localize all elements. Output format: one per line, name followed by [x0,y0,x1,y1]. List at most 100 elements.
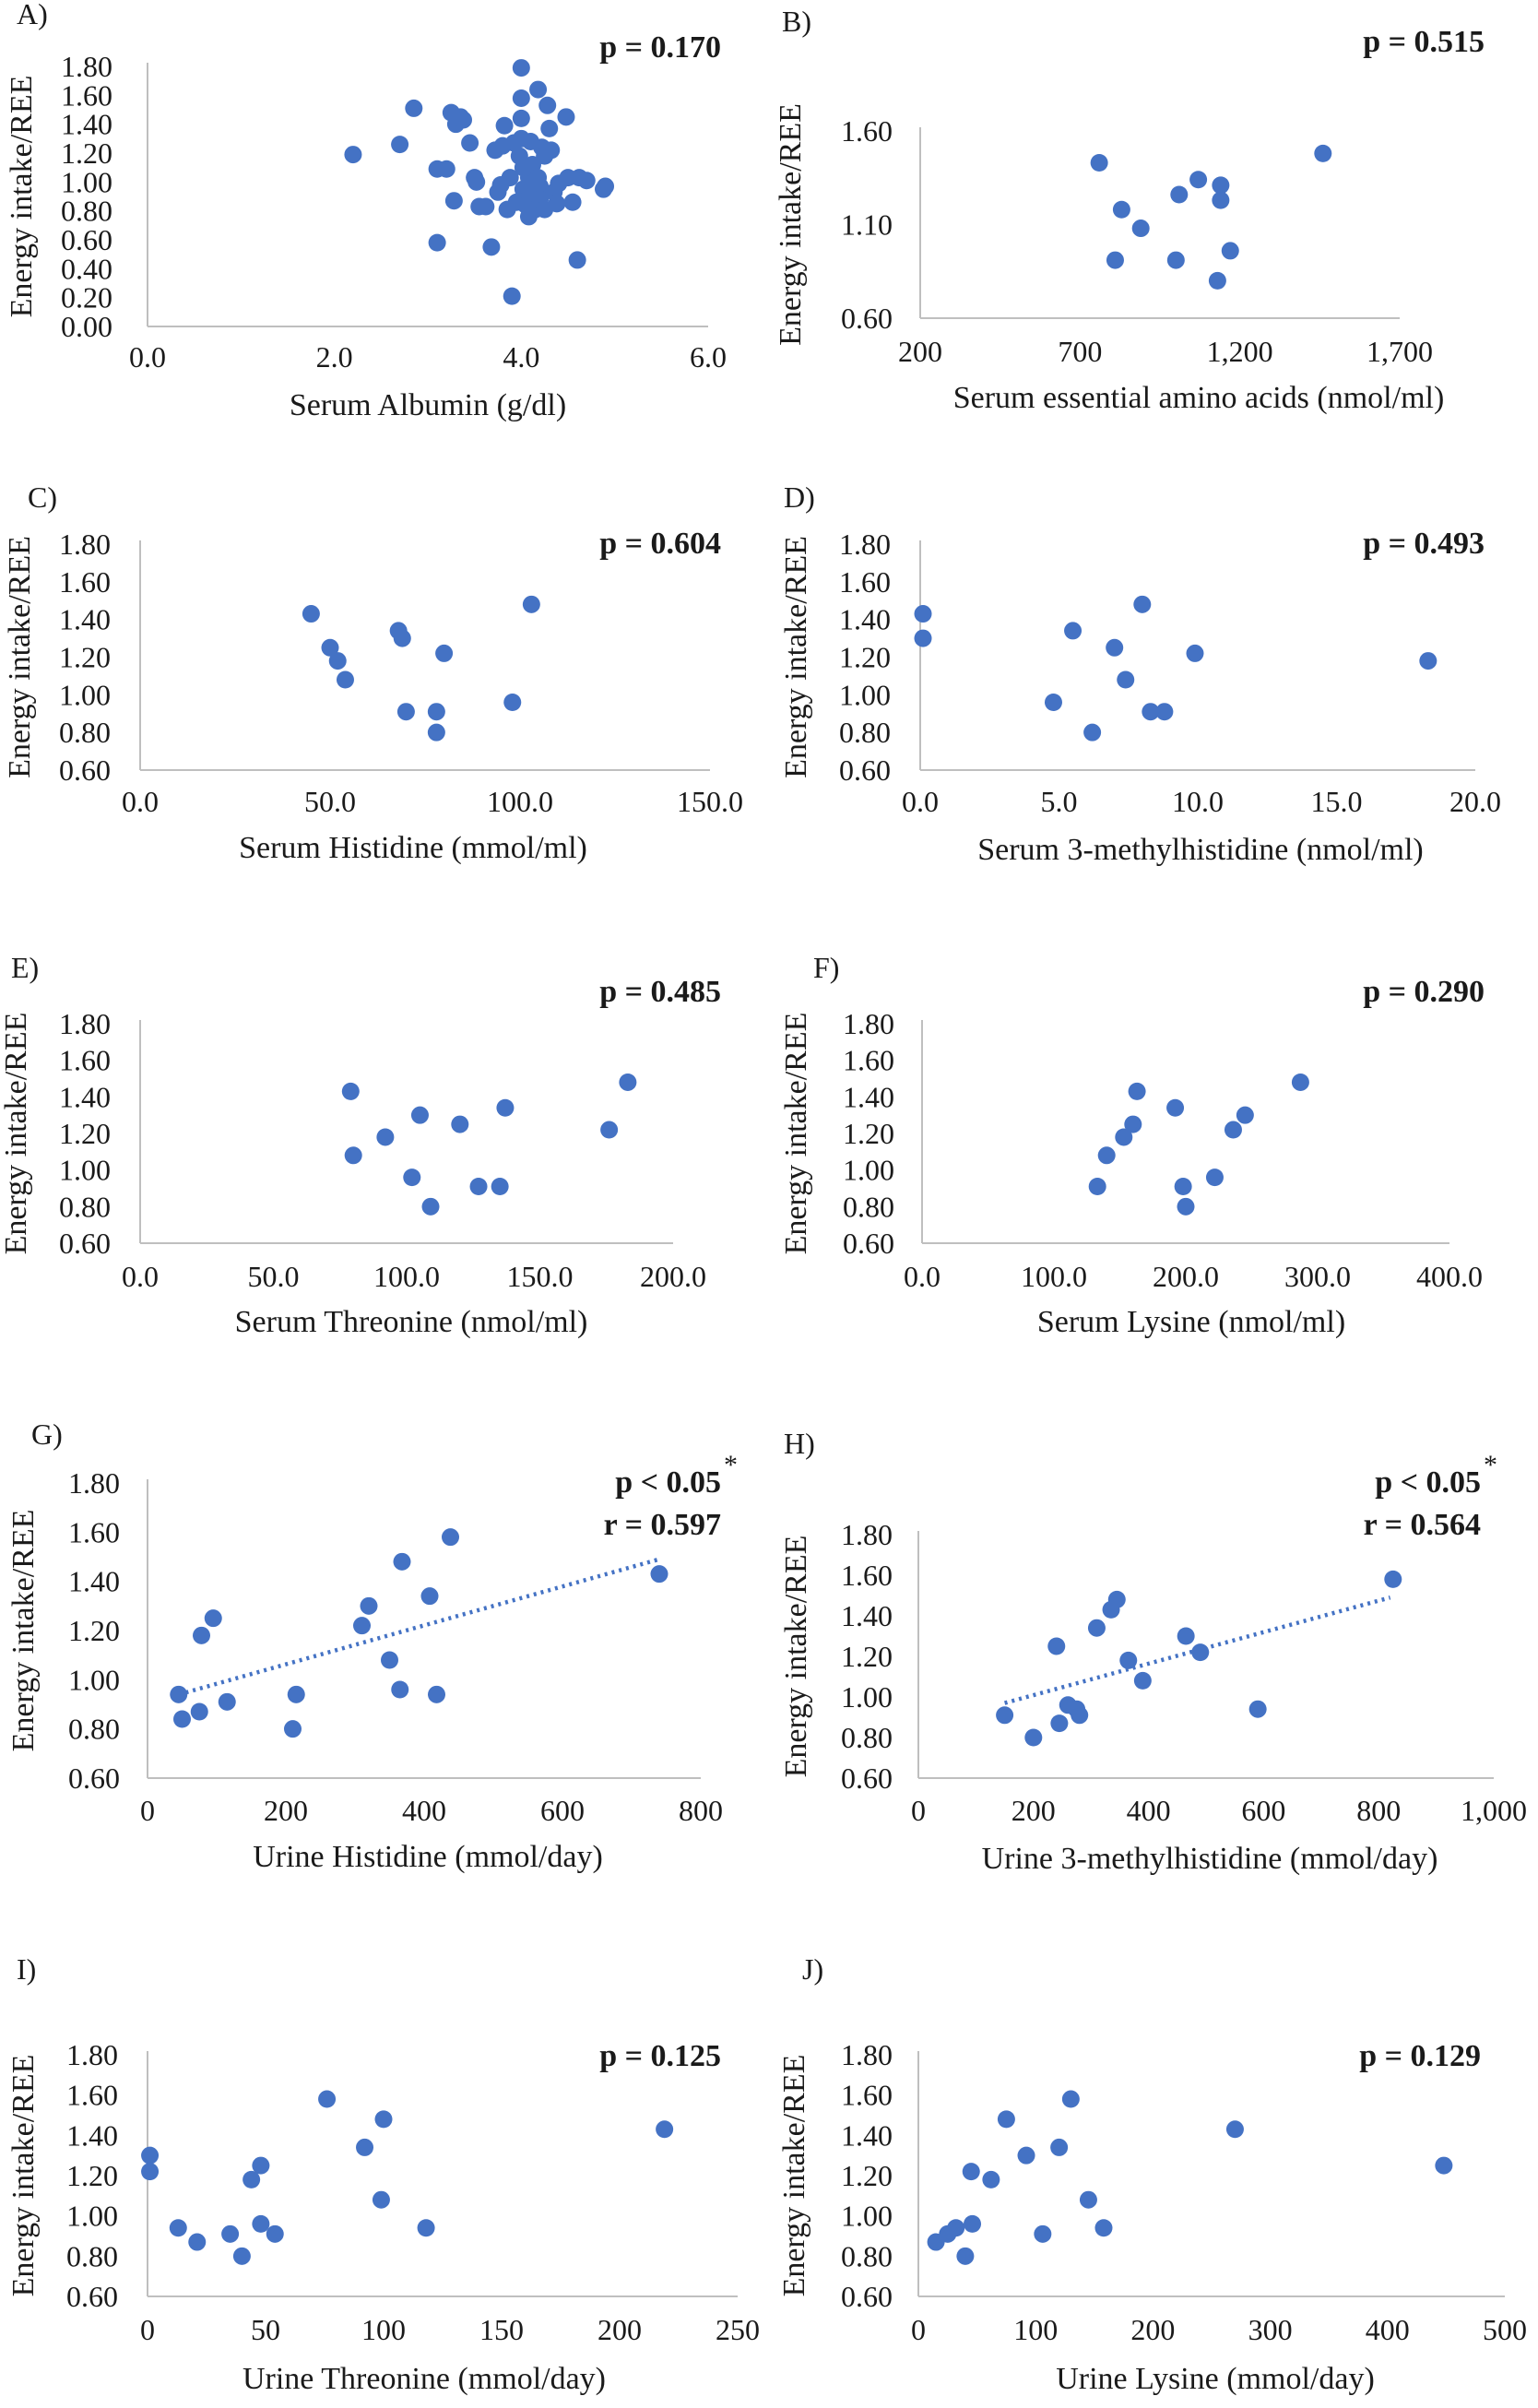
panel-a: A) 0.000.200.400.600.801.001.201.401.601.… [5,0,727,422]
data-point [221,2224,240,2243]
data-point [173,1710,191,1728]
y-tick-label: 1.20 [59,1117,111,1150]
y-tick-label: 1.40 [839,603,891,636]
y-tick-label: 1.20 [841,1640,893,1673]
data-point [1225,2120,1244,2139]
data-point [360,1596,378,1615]
data-point [467,172,486,191]
panel-label: D) [784,480,815,514]
y-tick-label: 1.60 [841,2079,893,2112]
y-tick-label: 1.80 [841,1518,893,1551]
data-point [1131,219,1150,238]
y-tick-label: 0.80 [59,1190,111,1223]
data-point [1224,1121,1242,1139]
x-tick-label: 4.0 [503,340,539,374]
data-point [1050,2138,1069,2156]
x-tick-label: 200 [264,1794,308,1827]
y-tick-label: 1.60 [843,1044,894,1077]
y-tick-label: 0.40 [61,252,112,285]
y-tick-label: 1.80 [66,2038,118,2071]
y-tick-label: 1.00 [68,1663,120,1696]
x-tick-label: 1,700 [1366,335,1433,368]
x-tick-label: 800 [679,1794,723,1827]
y-tick-label: 0.80 [68,1713,120,1746]
y-tick-label: 0.80 [841,2239,893,2272]
y-tick-label: 1.80 [59,1007,111,1040]
stat-annotation: p < 0.05 [615,1465,721,1500]
y-tick-label: 1.00 [843,1154,894,1187]
data-point [1106,638,1124,657]
data-point [437,160,455,178]
y-axis-title: Energy intake/REE [774,103,808,346]
y-tick-label: 0.80 [839,716,891,749]
x-axis-title: Urine 3-methylhistidine (mmol/day) [982,1842,1438,1876]
y-tick-label: 1.60 [841,114,893,148]
panel-b: B) 0.60 1.10 1.60 200 700 1,200 1,700 Serum esse… [774,5,1485,415]
significance-star: * [1484,1450,1497,1480]
data-point [403,1168,421,1187]
stat-annotation: p = 0.515 [1363,25,1485,59]
panel-label: I) [17,1952,36,1986]
data-point [1034,2224,1052,2243]
data-point [1124,1115,1142,1133]
x-tick-label: 600 [1241,1794,1285,1827]
data-point [421,1197,440,1216]
data-point [1047,1637,1066,1655]
y-tick-label: 1.40 [59,603,111,636]
data-point [1107,1590,1126,1608]
y-axis-title: Energy intake/REE [777,2055,811,2297]
panel-f: F) 0.60 0.801.00 1.20 1.401.60 1.80 0.0 100.0 20… [779,951,1485,1339]
panel-label: G) [31,1418,63,1451]
data-point [284,1720,302,1738]
data-point [1079,2190,1097,2209]
data-point [1087,1619,1106,1637]
x-tick-label: 0 [140,1794,155,1827]
data-point [321,638,339,657]
y-tick-label: 1.10 [841,208,893,242]
y-tick-label: 1.80 [843,1007,894,1040]
data-point [455,111,473,129]
x-tick-label: 0.0 [129,340,166,374]
data-point [1119,1651,1138,1669]
data-point [1212,191,1230,209]
data-point [531,177,550,196]
data-point [563,193,582,211]
data-point [461,134,479,152]
data-point [451,1115,469,1133]
data-point [427,703,445,721]
y-tick-label: 1.00 [66,2200,118,2233]
data-point [1208,271,1226,290]
data-point [1044,694,1062,711]
data-point [393,1552,411,1571]
y-tick-label: 1.60 [841,1559,893,1592]
x-tick-label: 200.0 [1153,1260,1219,1293]
data-point [1177,1197,1195,1216]
x-tick-label: 500 [1483,2313,1527,2346]
x-tick-label: 800 [1356,1794,1401,1827]
x-tick-label: 0 [911,2313,926,2346]
data-point [1155,703,1174,721]
data-point [243,2170,261,2189]
stat-annotation: p = 0.290 [1363,975,1485,1009]
data-point [512,109,530,127]
data-point [1166,251,1185,269]
data-point [376,1128,395,1146]
data-point [372,2190,390,2209]
stat-annotation: p = 0.604 [599,527,721,561]
data-point [1115,1128,1133,1146]
data-point [1088,1178,1106,1196]
y-axis-title: Energy intake/REE [779,1013,813,1255]
x-tick-label: 400 [402,1794,446,1827]
y-tick-label: 1.20 [841,2159,893,2192]
data-point [1189,171,1208,189]
x-tick-label: 0.0 [122,785,159,818]
data-point [597,177,615,196]
y-tick-label: 0.60 [61,223,112,256]
panel-label: F) [813,951,839,984]
x-tick-label: 0.0 [902,785,939,818]
y-tick-label: 1.20 [839,641,891,674]
x-axis-title: Urine Lysine (mmol/day) [1056,2362,1375,2396]
x-tick-label: 100.0 [487,785,553,818]
data-point [169,2219,187,2237]
y-tick-label: 0.80 [59,716,111,749]
